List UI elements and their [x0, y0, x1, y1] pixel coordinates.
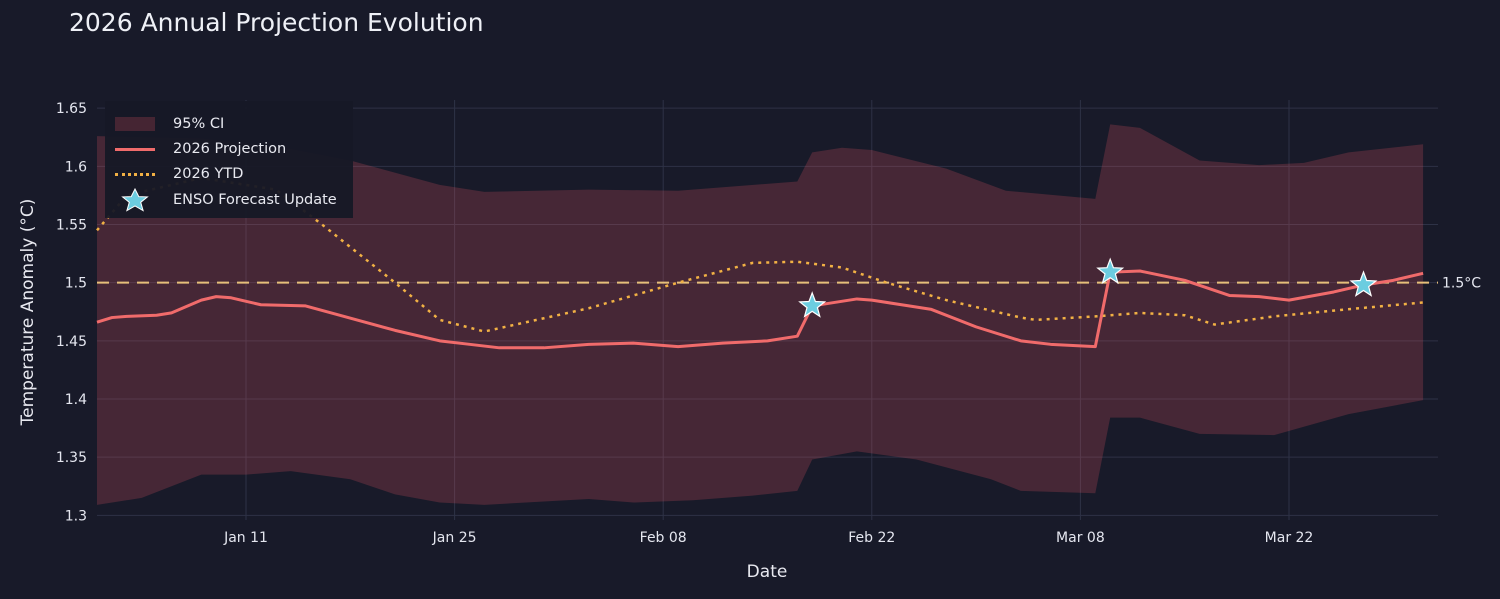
- legend-item-ytd[interactable]: 2026 YTD: [115, 162, 243, 186]
- x-tick-label: Feb 08: [640, 530, 687, 546]
- x-tick-label: Feb 22: [848, 530, 895, 546]
- tick-labels: 1.3 1.35 1.4 1.45 1.5 1.55 1.6 1.65 Jan 11 Jan 25…: [56, 101, 1314, 546]
- chart-title: 2026 Annual Projection Evolution: [69, 8, 484, 37]
- legend-item-projection[interactable]: 2026 Projection: [115, 137, 286, 161]
- legend-item-enso[interactable]: ENSO Forecast Update: [115, 188, 337, 212]
- y-tick-label: 1.45: [56, 334, 87, 350]
- star-icon: [115, 188, 155, 212]
- enso-star-marker: [1096, 257, 1125, 285]
- y-tick-label: 1.4: [65, 392, 87, 408]
- y-tick-label: 1.5: [65, 276, 87, 292]
- y-axis-label: Temperature Anomaly (°C): [18, 198, 38, 426]
- y-tick-label: 1.55: [56, 217, 87, 233]
- y-tick-label: 1.35: [56, 450, 87, 466]
- y-tick-label: 1.6: [65, 159, 87, 175]
- enso-star-marker: [798, 291, 827, 318]
- legend-swatch-projection: [115, 142, 155, 156]
- legend-swatch-ytd: [115, 167, 155, 181]
- legend-label: ENSO Forecast Update: [173, 192, 337, 208]
- series-lines: [96, 176, 1424, 350]
- x-tick-label: Jan 25: [432, 530, 477, 546]
- x-tick-label: Mar 08: [1056, 530, 1105, 546]
- legend-swatch-ci: [115, 117, 155, 131]
- ci-band-area: [97, 124, 1424, 505]
- projection-line: [96, 269, 1424, 350]
- x-axis-label: Date: [746, 562, 788, 582]
- legend: 95% CI 2026 Projection 2026 YTD ENSO For…: [105, 101, 353, 218]
- legend-label: 95% CI: [173, 116, 225, 132]
- y-tick-label: 1.3: [65, 508, 87, 524]
- enso-star-marker: [1349, 270, 1378, 297]
- x-tick-label: Mar 22: [1265, 530, 1314, 546]
- threshold-label: 1.5°C: [1442, 276, 1481, 292]
- x-tick-label: Jan 11: [223, 530, 268, 546]
- legend-item-ci[interactable]: 95% CI: [115, 112, 224, 136]
- legend-label: 2026 YTD: [173, 166, 244, 182]
- ci-band: [97, 124, 1424, 505]
- legend-label: 2026 Projection: [173, 141, 287, 157]
- y-tick-label: 1.65: [56, 101, 87, 117]
- enso-markers: [798, 257, 1378, 318]
- threshold-line: 1.5°C: [97, 276, 1481, 292]
